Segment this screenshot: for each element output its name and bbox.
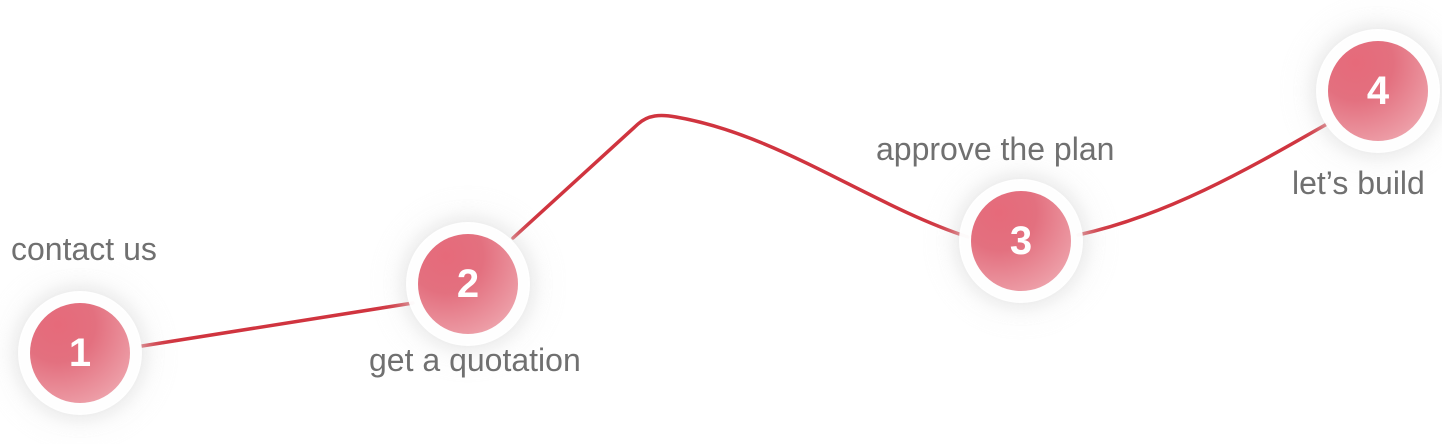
step-3-label: approve the plan xyxy=(876,131,1115,167)
step-1-circle[interactable]: 1 xyxy=(30,303,130,403)
step-4-circle[interactable]: 4 xyxy=(1328,41,1428,141)
step-2-label: get a quotation xyxy=(369,342,581,378)
step-2-number: 2 xyxy=(456,262,480,306)
step-3-number: 3 xyxy=(1009,219,1033,263)
step-3-circle[interactable]: 3 xyxy=(971,191,1071,291)
step-2-circle[interactable]: 2 xyxy=(418,234,518,334)
step-4-number: 4 xyxy=(1366,69,1390,113)
step-4-label: let’s build xyxy=(1292,165,1425,201)
connector-2-3 xyxy=(511,113,970,240)
step-1-number: 1 xyxy=(68,331,92,375)
connector-3-4 xyxy=(1076,122,1329,237)
step-1-label: contact us xyxy=(11,231,157,267)
connector-1-2 xyxy=(140,301,415,348)
